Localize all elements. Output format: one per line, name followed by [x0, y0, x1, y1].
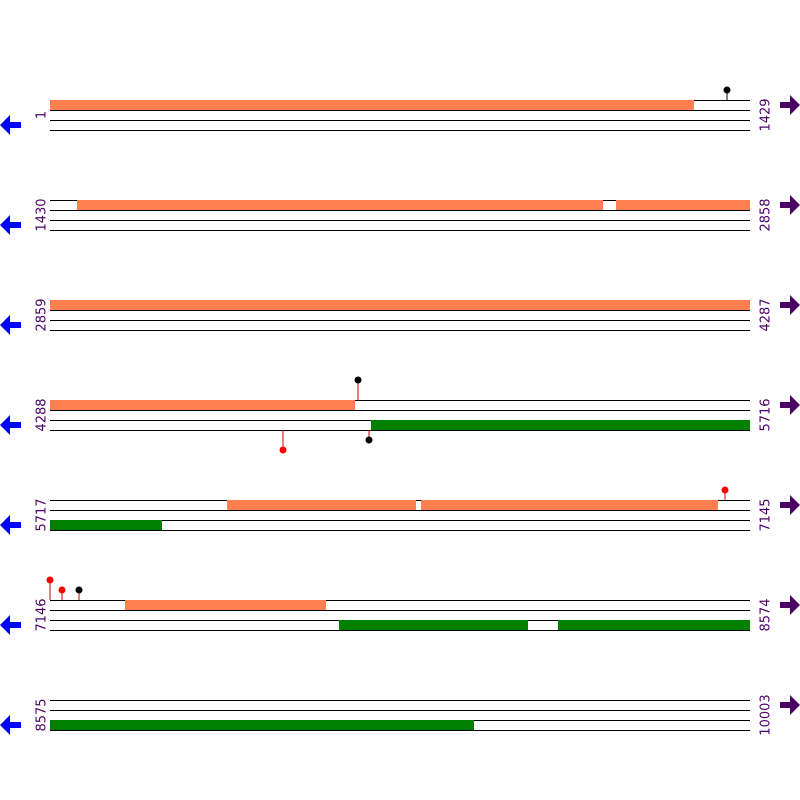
forward-arrow: [780, 595, 800, 615]
start-position: 7146: [35, 598, 50, 631]
forward-arrow: [780, 395, 800, 415]
site-marker: [723, 86, 731, 94]
forward-feature: [227, 500, 416, 510]
forward-feature: [50, 100, 694, 110]
forward-arrow: [780, 695, 800, 715]
forward-feature: [50, 300, 750, 310]
forward-arrow: [780, 495, 800, 515]
site-marker: [354, 376, 362, 384]
forward-feature: [50, 400, 355, 410]
end-position: 8574: [759, 598, 774, 631]
forward-feature: [125, 600, 326, 610]
reverse-feature: [339, 620, 528, 630]
end-position: 1429: [759, 98, 774, 131]
start-position: 4288: [35, 398, 50, 431]
reverse-arrow: [0, 415, 21, 435]
site-marker: [721, 486, 729, 494]
reverse-arrow: [0, 715, 21, 735]
site-marker: [365, 436, 373, 444]
forward-feature: [616, 200, 750, 210]
sequence-row: 5717 7145: [0, 495, 800, 535]
reverse-arrow: [0, 515, 21, 535]
reverse-arrow: [0, 615, 21, 635]
start-position: 8575: [35, 698, 50, 731]
start-position: 1: [35, 111, 50, 119]
site-marker: [75, 586, 83, 594]
site-marker: [46, 576, 54, 584]
reverse-feature: [50, 720, 474, 730]
reverse-feature: [371, 420, 750, 430]
forward-arrow: [780, 295, 800, 315]
reverse-feature: [50, 520, 162, 530]
end-position: 2858: [759, 198, 774, 231]
end-position: 4287: [759, 298, 774, 331]
sequence-row: 7146 8574: [0, 595, 800, 635]
reverse-arrow: [0, 115, 21, 135]
reverse-arrow: [0, 215, 21, 235]
site-marker: [279, 446, 287, 454]
forward-feature: [77, 200, 603, 210]
forward-feature: [421, 500, 718, 510]
start-position: 2859: [35, 298, 50, 331]
forward-arrow: [780, 195, 800, 215]
end-position: 7145: [759, 498, 774, 531]
reverse-arrow: [0, 315, 21, 335]
forward-arrow: [780, 95, 800, 115]
end-position: 5716: [759, 398, 774, 431]
start-position: 1430: [35, 198, 50, 231]
end-position: 10003: [759, 694, 774, 735]
start-position: 5717: [35, 498, 50, 531]
site-marker: [58, 586, 66, 594]
reverse-feature: [558, 620, 750, 630]
features: [46, 86, 750, 730]
